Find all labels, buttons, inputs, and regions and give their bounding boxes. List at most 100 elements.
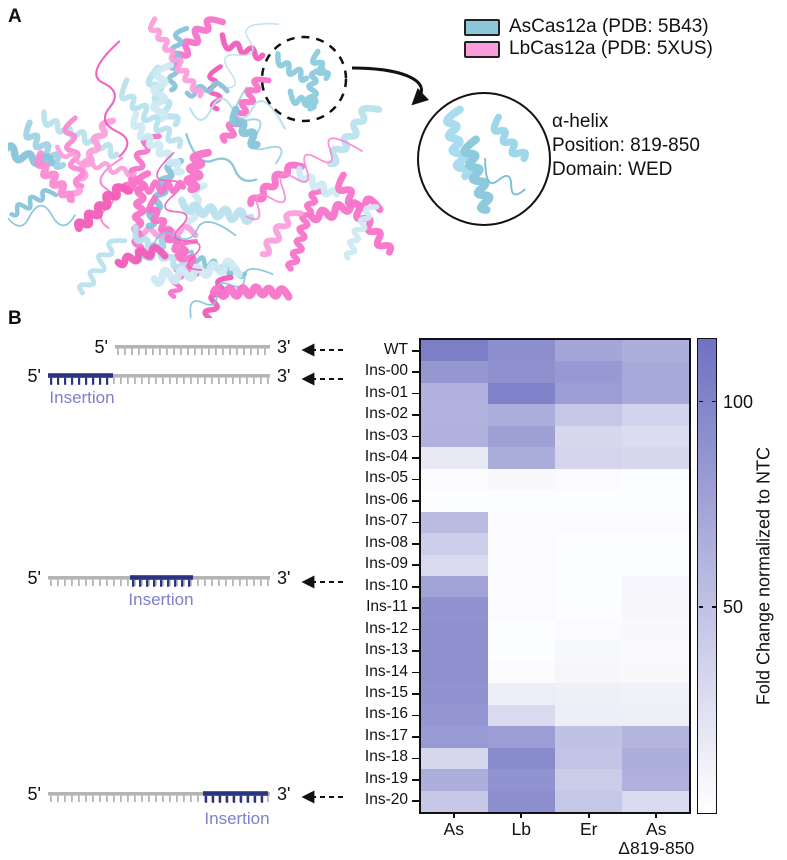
dna-strand-schematic: 5' 3' — [95, 338, 343, 357]
five-prime-label: 5' — [28, 784, 41, 804]
heatmap-cell-Ins-10-Er — [555, 576, 622, 598]
col-label-line: Δ819-850 — [618, 838, 695, 858]
five-prime-label: 5' — [28, 366, 41, 386]
heatmap-row-label: Ins-03 — [364, 426, 408, 444]
five-prime-label: 5' — [28, 568, 41, 588]
three-prime-label: 3' — [277, 338, 290, 357]
five-prime-label: 5' — [95, 338, 108, 357]
row-tick — [412, 800, 419, 803]
heatmap-col-label: Lb — [461, 820, 581, 839]
inset-domain: Domain: WED — [552, 159, 673, 180]
colorbar-tick — [699, 400, 703, 403]
alpha-helix-inset-circle — [417, 92, 551, 226]
heatmap-cell-Ins-00-Lb — [488, 361, 555, 383]
ribbon-coil — [73, 183, 134, 233]
ribbon-coil — [34, 150, 75, 203]
ribbon-coil — [153, 221, 237, 245]
heatmap-cell-Ins-00-As-Δ819-850 — [622, 361, 689, 383]
heatmap-row-label: Ins-05 — [364, 469, 408, 487]
heatmap-cell-Ins-04-As — [421, 447, 488, 469]
row-tick — [412, 457, 419, 459]
heatmap-cell-Ins-07-Lb — [488, 511, 555, 534]
heatmap-row-label: Ins-13 — [364, 641, 408, 659]
heatmap-cell-Ins-01-As — [421, 382, 488, 405]
heatmap-cell-Ins-12-Lb — [488, 618, 555, 641]
ribbon-coil — [307, 195, 384, 224]
ribbon-coil — [149, 61, 175, 123]
colorbar-title: Fold Change normalized to NTC — [753, 446, 774, 706]
heatmap-row-label: Ins-09 — [364, 555, 408, 573]
row-tick — [412, 414, 419, 416]
heatmap-cell-Ins-11-As-Δ819-850 — [622, 597, 689, 619]
heatmap-cell-Ins-08-As-Δ819-850 — [622, 533, 689, 555]
col-label-line: Er — [580, 819, 598, 839]
row-tick — [412, 478, 419, 481]
dna-strand-schematic: 5' 3' Insertion — [28, 784, 343, 828]
inset-helix-coil — [460, 135, 494, 214]
dna-insertion-schematics: 5' 3' 5' 3' Insertion 5' 3' Insertion 5' 3' Insert… — [28, 338, 343, 828]
heatmap-cell-Ins-01-As-Δ819-850 — [622, 382, 689, 405]
heatmap-cell-Ins-06-As — [421, 490, 488, 512]
heatmap-row-label: Ins-16 — [364, 705, 408, 723]
row-tick — [412, 349, 419, 352]
heatmap-cell-Ins-09-As — [421, 554, 488, 576]
heatmap-cell-Ins-16-Lb — [488, 704, 555, 727]
heatmap-row-label: Ins-14 — [364, 662, 408, 680]
heatmap — [419, 338, 691, 814]
row-tick — [412, 714, 419, 717]
row-tick — [412, 392, 419, 395]
heatmap-col-label: As — [394, 820, 514, 839]
inset-annotation: α-helix Position: 819-850 Domain: WED — [552, 110, 700, 182]
heatmap-cell-Ins-17-As-Δ819-850 — [622, 726, 689, 748]
heatmap-row-label: Ins-20 — [364, 791, 408, 809]
three-prime-label: 3' — [277, 784, 290, 804]
heatmap-cell-Ins-04-Lb — [488, 447, 555, 469]
heatmap-cell-Ins-10-As — [421, 576, 488, 598]
ribbon-coil — [23, 119, 67, 171]
col-label-line: As — [443, 819, 464, 839]
heatmap-cell-Ins-18-As — [421, 747, 488, 770]
heatmap-cell-Ins-14-As — [421, 661, 488, 684]
heatmap-cell-Ins-11-Er — [555, 597, 622, 619]
three-prime-label: 3' — [277, 568, 290, 588]
ribbon-coil — [55, 144, 137, 179]
ribbon-coil — [114, 244, 169, 269]
row-tick — [412, 650, 419, 652]
heatmap-row-label: Ins-00 — [364, 362, 408, 380]
ribbon-coil — [41, 109, 120, 160]
ribbon-coil — [130, 110, 185, 176]
ribbon-coil — [219, 76, 272, 144]
ribbon-coil — [219, 32, 266, 62]
inset-helix-coil — [443, 105, 474, 181]
col-tick — [655, 812, 658, 818]
heatmap-cell-Ins-07-Er — [555, 511, 622, 534]
ribbon-coil — [77, 238, 128, 296]
protein-structure-overlay-illustration — [8, 16, 430, 318]
heatmap-cell-Ins-19-Lb — [488, 769, 555, 791]
ribbon-coil — [209, 283, 293, 301]
heatmap-row-label: Ins-15 — [364, 684, 408, 701]
heatmap-cell-Ins-15-Lb — [488, 683, 555, 705]
heatmap-row-label: Ins-06 — [364, 490, 408, 508]
insertion-label: Insertion — [49, 388, 114, 407]
heatmap-cell-Ins-10-Lb — [488, 576, 555, 598]
heatmap-cell-Ins-20-As-Δ819-850 — [622, 790, 689, 812]
ribbon-coil — [9, 188, 59, 218]
colorbar-tick — [711, 400, 716, 403]
ribbon-coil — [168, 16, 226, 71]
heatmap-cell-Ins-15-As-Δ819-850 — [622, 683, 689, 705]
row-tick — [412, 564, 419, 567]
ribbon-coil — [247, 161, 306, 207]
row-tick — [412, 693, 419, 695]
heatmap-cell-Ins-12-As — [421, 618, 488, 641]
heatmap-cell-Ins-05-As-Δ819-850 — [622, 468, 689, 491]
zoom-arrow — [351, 66, 430, 106]
heatmap-cell-Ins-15-Er — [555, 683, 622, 705]
heatmap-row-label: Ins-17 — [364, 726, 408, 744]
heatmap-cell-Ins-20-As — [421, 790, 488, 812]
heatmap-cell-Ins-02-Lb — [488, 404, 555, 426]
heatmap-cell-Ins-20-Lb — [488, 790, 555, 812]
heatmap-cell-Ins-01-Er — [555, 382, 622, 405]
insertion-label: Insertion — [128, 590, 193, 609]
inset-helix-title: α-helix — [552, 111, 609, 132]
